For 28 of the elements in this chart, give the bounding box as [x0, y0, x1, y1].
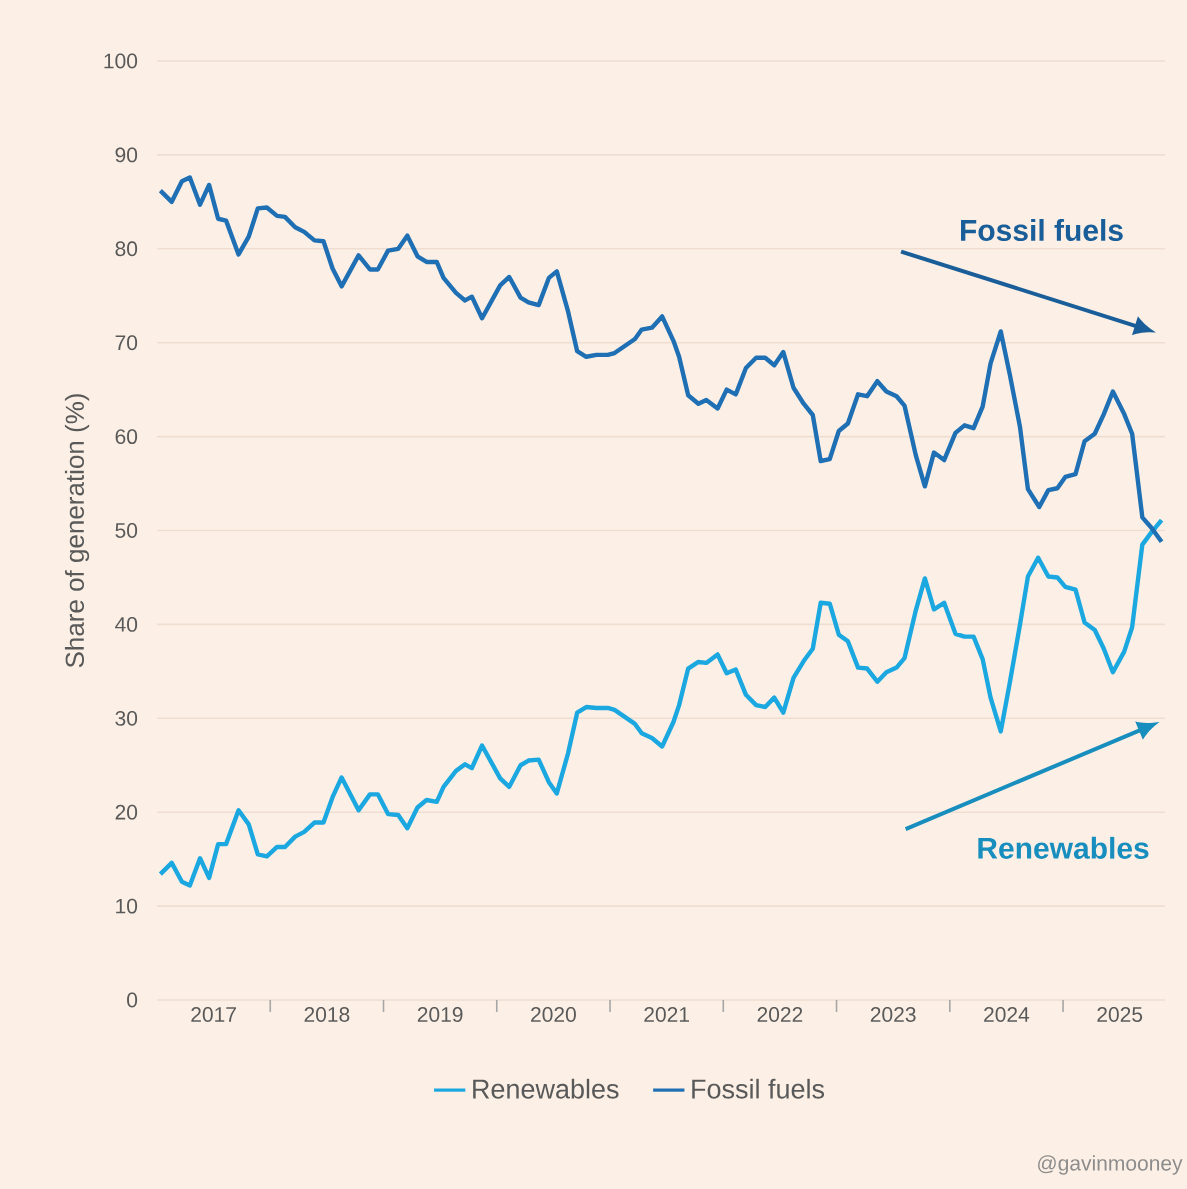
legend-label: Renewables	[473, 1078, 619, 1099]
y-tick-label: 20	[115, 804, 138, 820]
x-tick-label: 2024	[984, 1007, 1030, 1022]
y-axis-title: Share of generation (%)	[64, 394, 90, 668]
y-tick-label: 10	[116, 898, 138, 914]
y-tick-label: 100	[104, 53, 138, 69]
x-tick-label: 2020	[531, 1007, 576, 1022]
y-tick-label: 90	[115, 147, 138, 163]
line-series	[158, 175, 1164, 544]
legend-label: Fossil fuels	[692, 1078, 825, 1099]
y-tick-label: 40	[115, 616, 138, 632]
text: @gavinmooney	[1038, 1155, 1183, 1175]
x-tick-label: 2022	[757, 1007, 803, 1022]
x-tick-label: 2023	[870, 1007, 916, 1022]
x-tick-label: 2019	[417, 1007, 463, 1022]
x-tick-label: 2017	[191, 1007, 236, 1022]
annotation: Renewables	[978, 836, 1149, 859]
line-series	[158, 517, 1164, 888]
y-tick-label: 50	[115, 523, 138, 538]
y-tick-label: 80	[115, 241, 138, 257]
y-tick-label: 60	[115, 429, 138, 445]
y-tick-label: 0	[127, 992, 138, 1008]
y-tick-label: 30	[115, 710, 138, 726]
x-tick-label: 2018	[304, 1007, 350, 1022]
x-tick-label: 2021	[644, 1007, 689, 1022]
y-tick-label: 70	[115, 335, 138, 351]
annotation: Fossil fuels	[961, 219, 1123, 242]
x-tick-label: 2025	[1097, 1007, 1143, 1022]
